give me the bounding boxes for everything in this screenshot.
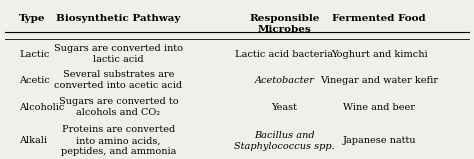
Text: Yeast: Yeast — [272, 103, 297, 112]
Text: Sugars are converted into
lactic acid: Sugars are converted into lactic acid — [54, 44, 183, 64]
Text: Responsible
Microbes: Responsible Microbes — [249, 14, 319, 34]
Text: Fermented Food: Fermented Food — [332, 14, 426, 23]
Text: Bacillus and: Bacillus and — [254, 131, 315, 140]
Text: Alcoholic: Alcoholic — [19, 103, 64, 112]
Text: Lactic: Lactic — [19, 50, 49, 59]
Text: Sugars are converted to
alcohols and CO₂: Sugars are converted to alcohols and CO₂ — [59, 97, 178, 117]
Text: Japanese nattu: Japanese nattu — [342, 136, 416, 145]
Text: Yoghurt and kimchi: Yoghurt and kimchi — [331, 50, 428, 59]
Text: Several substrates are
converted into acetic acid: Several substrates are converted into ac… — [55, 70, 182, 90]
Text: Lactic acid bacteria: Lactic acid bacteria — [236, 50, 333, 59]
Text: Staphylococcus spp.: Staphylococcus spp. — [234, 142, 335, 151]
Text: Biosynthetic Pathway: Biosynthetic Pathway — [56, 14, 181, 23]
Text: Type: Type — [19, 14, 46, 23]
Text: Wine and beer: Wine and beer — [343, 103, 415, 112]
Text: Acetobacter: Acetobacter — [255, 76, 314, 85]
Text: Alkali: Alkali — [19, 136, 47, 145]
Text: Acetic: Acetic — [19, 76, 50, 85]
Text: Vinegar and water kefir: Vinegar and water kefir — [320, 76, 438, 85]
Text: Proteins are converted
into amino acids,
peptides, and ammonia: Proteins are converted into amino acids,… — [61, 125, 176, 156]
